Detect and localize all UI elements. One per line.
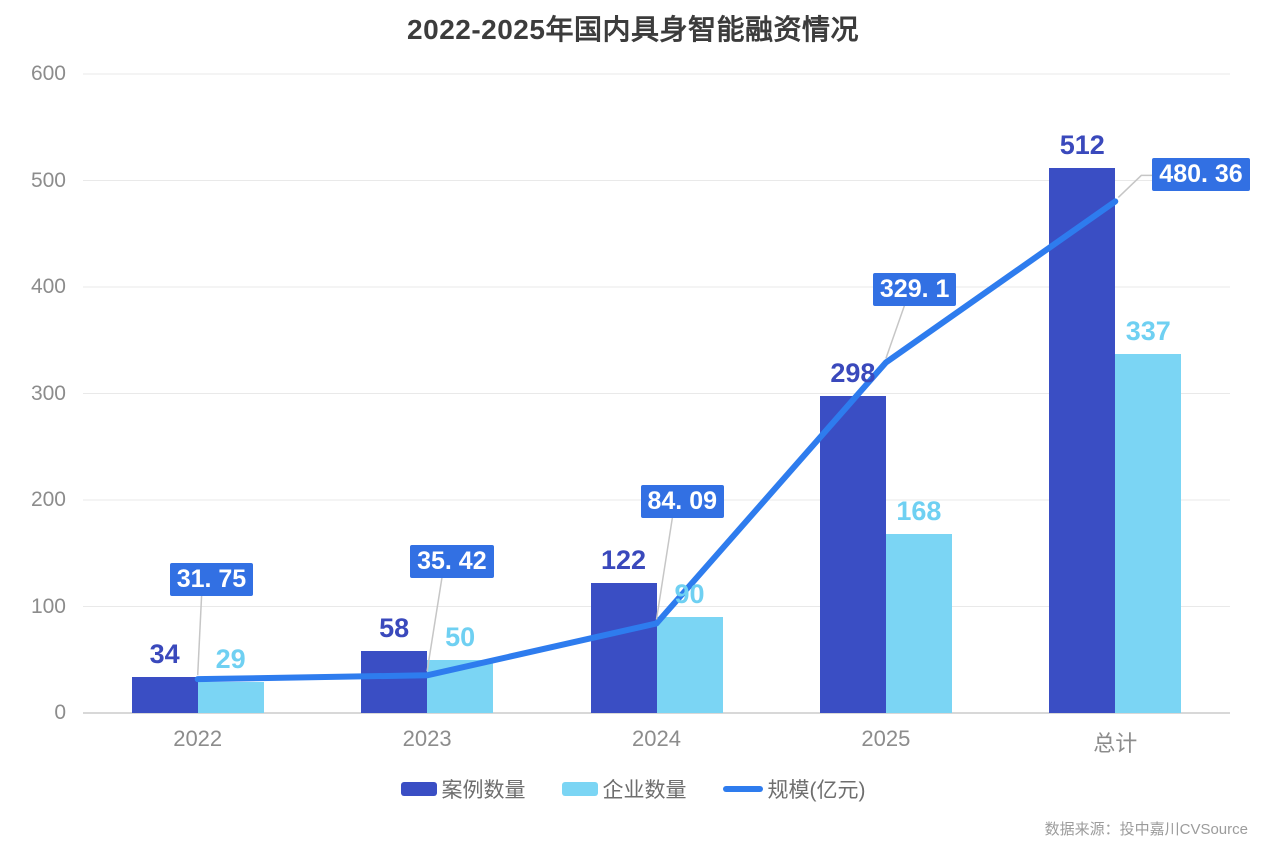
legend-bar-swatch	[400, 782, 437, 796]
bar-企业数量-2025	[885, 534, 952, 713]
y-axis-tick: 100	[30, 594, 66, 618]
x-axis-label: 2022	[173, 726, 223, 751]
line-value-label: 480. 36	[1152, 158, 1250, 192]
bar-value-label: 34	[149, 638, 180, 669]
y-axis-tick: 500	[30, 168, 66, 192]
bar-案例数量-2025	[819, 395, 886, 713]
x-axis-label: 2025	[861, 726, 911, 751]
bar-企业数量-2023	[427, 659, 494, 713]
legend-label: 案例数量	[441, 779, 526, 802]
bar-value-label: 337	[1125, 316, 1171, 347]
bar-value-label: 90	[674, 579, 705, 610]
legend-line-swatch	[722, 786, 763, 792]
line-value-label: 35. 42	[410, 545, 494, 579]
legend-label: 规模(亿元)	[767, 779, 866, 802]
y-axis-tick: 400	[30, 275, 66, 298]
bar-value-label: 122	[600, 545, 647, 576]
bar-value-label: 50	[445, 621, 476, 652]
line-value-label: 329. 1	[872, 272, 957, 306]
bar-value-label: 512	[1059, 129, 1105, 160]
legend-label: 企业数量	[602, 779, 687, 802]
y-axis-tick: 300	[30, 381, 66, 405]
data-source: 数据来源：投中嘉川CVSource	[1044, 821, 1248, 838]
bar-案例数量-2023	[361, 651, 428, 713]
x-axis-label: 2024	[632, 726, 681, 751]
bar-企业数量-总计	[1115, 354, 1182, 713]
x-axis-label: 2023	[402, 726, 452, 751]
y-axis-tick: 200	[30, 488, 66, 511]
y-axis-tick: 0	[54, 701, 66, 724]
x-axis-label: 总计	[1093, 731, 1138, 756]
y-axis-tick: 600	[30, 62, 66, 85]
bar-企业数量-2024	[656, 617, 723, 713]
legend-bar-swatch	[561, 782, 598, 796]
chart-title: 2022-2025年国内具身智能融资情况	[407, 14, 859, 45]
bar-value-label: 168	[896, 496, 942, 527]
bar-案例数量-2022	[131, 676, 198, 713]
line-value-label: 31. 75	[169, 563, 254, 597]
bar-案例数量-总计	[1049, 167, 1116, 713]
bar-value-label: 58	[379, 613, 410, 644]
line-value-label: 84. 09	[640, 485, 725, 519]
bar-企业数量-2022	[197, 682, 264, 713]
legend-item-规模(亿元)[interactable]: 规模(亿元)	[722, 774, 866, 804]
bar-案例数量-2024	[590, 583, 657, 713]
legend: 案例数量 企业数量 规模(亿元)	[0, 774, 1266, 804]
legend-item-企业数量[interactable]: 企业数量	[561, 774, 687, 804]
bar-value-label: 298	[830, 357, 876, 388]
legend-item-案例数量[interactable]: 案例数量	[400, 774, 526, 804]
bar-value-label: 29	[215, 644, 246, 675]
